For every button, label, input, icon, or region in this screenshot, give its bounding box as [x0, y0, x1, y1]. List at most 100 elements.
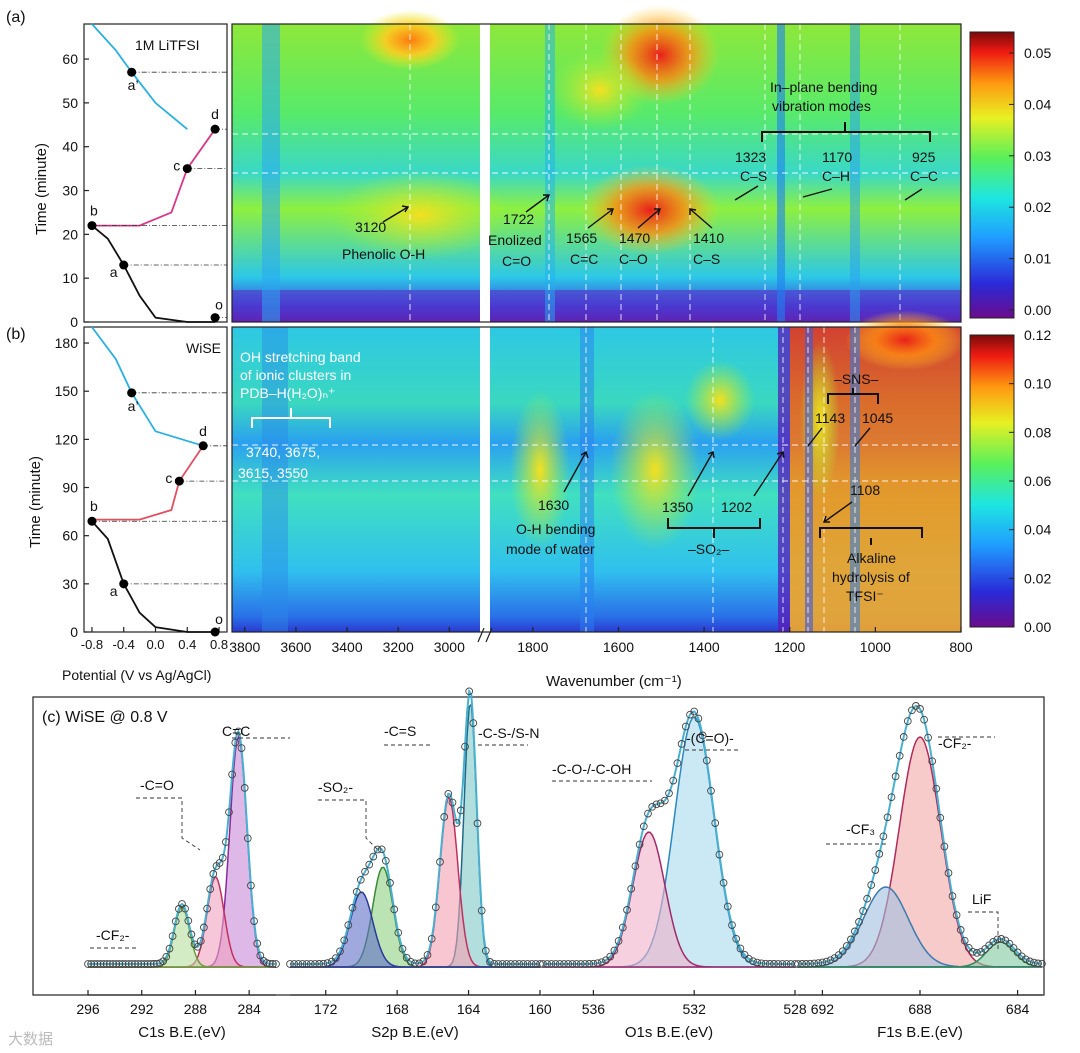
- xps-component-1: [290, 795, 540, 968]
- point-label-aprime: a’: [128, 77, 139, 93]
- annot-enolized: Enolized: [488, 232, 542, 248]
- xps-datapoint: [423, 951, 432, 959]
- xps-datapoint: [826, 956, 835, 965]
- panel-b-label: (b): [6, 326, 26, 343]
- point-a': [127, 388, 137, 398]
- xps-datapoint: [427, 934, 436, 943]
- xps-datapoint: [90, 960, 99, 968]
- xps-datapoint: [847, 935, 855, 944]
- xps-datapoint: [315, 960, 324, 968]
- xps-datapoint: [855, 918, 863, 926]
- xps-tick-label: 532: [683, 1001, 707, 1017]
- xps-xlabel: O1s B.E.(eV): [625, 1024, 713, 1041]
- xps-datapoint: [969, 947, 977, 956]
- panel-b-ylabel: Time (minute): [27, 456, 44, 548]
- wn-tick-label: 3000: [434, 639, 465, 655]
- xps-datapoint: [352, 887, 361, 896]
- annot-inplane-1: In–plane bending: [770, 79, 877, 95]
- annot-b-peaks-2: 3615, 3550: [238, 465, 308, 481]
- xps-datapoint: [814, 959, 823, 967]
- xps-datapoint: [631, 862, 640, 871]
- ytick-label: 90: [62, 480, 78, 496]
- xps-datapoint: [644, 809, 652, 818]
- xps-datapoint: [765, 960, 774, 968]
- xps-datapoint: [555, 960, 564, 968]
- xps-leader: [968, 911, 999, 950]
- point-a': [127, 67, 137, 77]
- xps-datapoint: [618, 923, 627, 932]
- xps-component-3: [290, 891, 540, 968]
- cb-tick-label: 0.12: [1024, 327, 1051, 343]
- xps-envelope: [290, 688, 540, 965]
- xps-datapoint: [635, 840, 644, 849]
- wn-tick-label: 1800: [517, 639, 548, 655]
- xps-datapoint: [782, 960, 791, 968]
- xps-datapoint: [456, 806, 465, 815]
- xps-datapoint: [794, 960, 802, 968]
- ytick-label: 60: [62, 528, 78, 544]
- annot-1470: 1470: [619, 230, 650, 246]
- cb-tick-label: 0.00: [1024, 619, 1051, 635]
- xps-peak-label: LiF: [972, 891, 991, 907]
- xps-datapoint: [473, 819, 482, 828]
- xps-datapoint: [93, 960, 102, 968]
- xps-datapoint: [715, 850, 724, 859]
- xps-datapoint: [477, 906, 486, 915]
- point-label-d: d: [211, 106, 219, 122]
- cb-tick-label: 0.05: [1024, 45, 1051, 61]
- xps-datapoint: [106, 960, 114, 968]
- xps-datapoint: [431, 903, 440, 912]
- xps-datapoint: [394, 928, 403, 937]
- point-c: [174, 476, 184, 486]
- xps-datapoint: [1034, 959, 1042, 968]
- xps-peak-label: -(C=O)-: [686, 730, 734, 746]
- xps-datapoint: [936, 813, 945, 822]
- cb-tick-label: 0.06: [1024, 473, 1051, 489]
- xps-tick-label: 684: [1006, 1001, 1030, 1017]
- xps-datapoint: [344, 921, 353, 929]
- xps-datapoint: [381, 856, 390, 865]
- xps-datapoint: [899, 733, 908, 741]
- ytick-label: 0: [70, 624, 78, 640]
- xps-datapoint: [547, 960, 556, 968]
- xps-datapoint: [1005, 939, 1014, 948]
- xps-datapoint: [490, 959, 499, 968]
- xps-datapoint: [527, 960, 536, 968]
- panel-a-heatmap: In–plane bending vibration modes 1323 C–…: [231, 5, 962, 323]
- point-a: [119, 260, 129, 270]
- xps-plots: 296 292 288 284 C1s B.E.(eV) 172 168 164 160 S2p …: [76, 687, 1046, 1041]
- ytick-label: 40: [62, 139, 78, 155]
- xps-datapoint: [723, 902, 732, 911]
- panel-b-curves: a’ d c b a o: [87, 326, 227, 637]
- xps-datapoint: [698, 731, 707, 740]
- xps-datapoint: [977, 947, 985, 956]
- annot-alkaline-3: TFSI⁻: [846, 588, 884, 604]
- xps-datapoint: [181, 904, 189, 913]
- xps-datapoint: [336, 947, 344, 956]
- xps-datapoint: [677, 740, 686, 748]
- profile-line-0: [91, 520, 216, 633]
- xps-datapoint: [778, 960, 787, 968]
- panel-b-inset-label: WiSE: [186, 340, 221, 356]
- ytick-label: 120: [55, 431, 79, 447]
- xps-datapoint: [806, 959, 815, 968]
- point-d: [198, 441, 208, 451]
- xps-datapoint: [1030, 958, 1038, 967]
- panel-b-potential-plot: WiSE Time (minute) 0 30 60 90 120 150 180 -0.8…: [27, 326, 228, 683]
- xps-datapoint: [740, 950, 749, 959]
- ytick-label: 50: [62, 95, 78, 111]
- xps-datapoint: [452, 819, 461, 827]
- xps-datapoint: [753, 958, 762, 967]
- xps-datapoint: [203, 904, 211, 913]
- xps-datapoint: [290, 960, 299, 968]
- panel-a-label: (a): [6, 9, 26, 26]
- xps-datapoint: [834, 951, 843, 959]
- xps-peak-label: -C-S-/S-N: [478, 725, 539, 741]
- xps-tick-label: 168: [385, 1001, 409, 1017]
- xps-datapoint: [576, 960, 585, 968]
- xps-datapoint: [871, 866, 880, 874]
- annot-925: 925: [912, 149, 936, 165]
- xps-datapoint: [369, 852, 378, 861]
- xps-datapoint: [140, 960, 149, 968]
- xps-datapoint: [465, 687, 474, 696]
